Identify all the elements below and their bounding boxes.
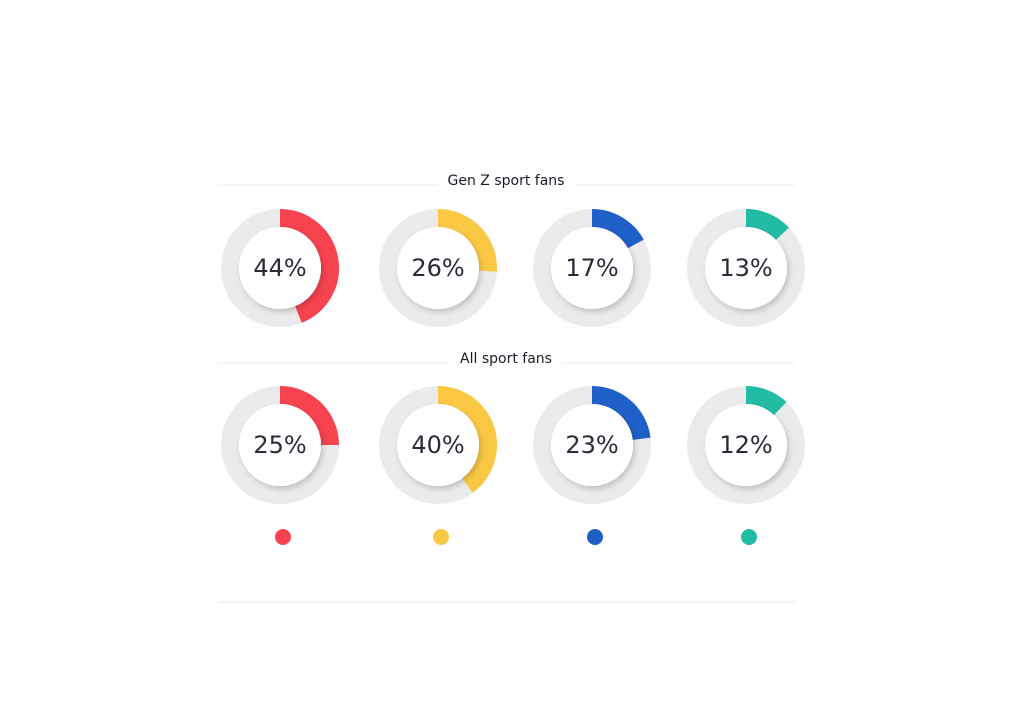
value-label: 44% xyxy=(253,254,306,282)
donut-hole xyxy=(551,227,633,309)
value-label: 26% xyxy=(411,254,464,282)
donut-hole xyxy=(397,227,479,309)
section-title: Gen Z sport fans xyxy=(448,173,565,189)
donut-arc xyxy=(437,209,497,272)
value-label: 17% xyxy=(565,254,618,282)
donut-arc xyxy=(591,386,651,441)
value-label: 25% xyxy=(253,431,306,459)
donut-hole xyxy=(397,404,479,486)
donut-arc xyxy=(437,386,497,493)
donut-hole xyxy=(239,227,321,309)
legend-dot xyxy=(587,529,603,545)
donut-hole xyxy=(239,404,321,486)
donut-arc xyxy=(745,209,790,241)
donut-arc xyxy=(745,386,787,416)
donut-arc xyxy=(279,209,339,323)
donut-hole xyxy=(705,404,787,486)
section-title: All sport fans xyxy=(460,351,552,367)
legend-dot xyxy=(275,529,291,545)
value-label: 13% xyxy=(719,254,772,282)
donut-hole xyxy=(705,227,787,309)
donut-arc xyxy=(591,209,644,249)
value-label: 23% xyxy=(565,431,618,459)
value-label: 40% xyxy=(411,431,464,459)
legend-dot xyxy=(741,529,757,545)
legend-dot xyxy=(433,529,449,545)
value-label: 12% xyxy=(719,431,772,459)
donut-arc xyxy=(279,386,339,446)
donut-hole xyxy=(551,404,633,486)
